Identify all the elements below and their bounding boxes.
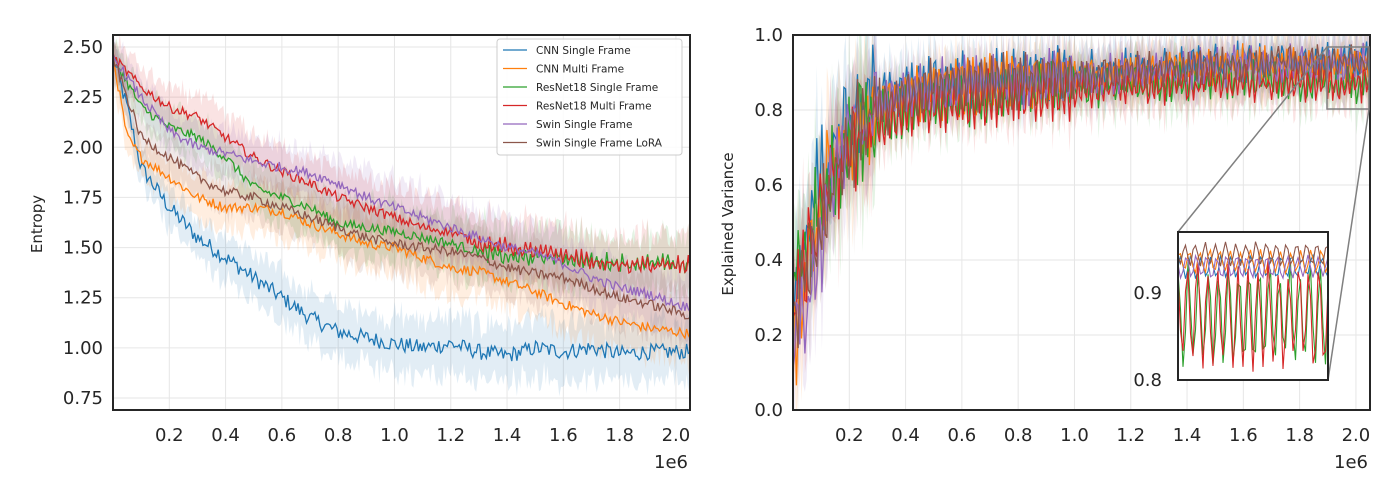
series-band	[113, 35, 690, 309]
series-line	[793, 44, 1370, 349]
x-tick-label: 0.6	[948, 425, 977, 446]
x-tick-label: 0.2	[155, 425, 184, 446]
y-tick-label: 0.8	[754, 100, 783, 121]
legend-entry: ResNet18 Multi Frame	[536, 101, 652, 113]
x-tick-label: 1.8	[605, 425, 634, 446]
x-tick-label: 1.8	[1285, 425, 1314, 446]
x-tick-label: 0.4	[891, 425, 920, 446]
inset-series-line	[1178, 253, 1328, 281]
series-line	[113, 56, 690, 320]
entropy-axes-frame	[112, 34, 691, 411]
variance-x-offset-label: 1e6	[1334, 452, 1368, 473]
y-tick-label: 1.25	[63, 288, 103, 309]
legend: CNN Single Frame CNN Multi Frame ResNet18 …	[496, 38, 683, 156]
series-line	[113, 53, 690, 274]
x-tick-label: 0.4	[211, 425, 240, 446]
entropy-chart: 0.2 0.4 0.6 0.8 1.0 1.2 1.4 1.6 1.8 2.0 0.75 1.00 1…	[28, 34, 691, 473]
y-tick-label: 0.75	[63, 388, 103, 409]
x-tick-label: 1.4	[493, 425, 522, 446]
x-tick-label: 0.2	[835, 425, 864, 446]
inset-y-tick-label: 0.9	[1133, 283, 1162, 304]
explained-variance-chart: 0.2 0.4 0.6 0.8 1.0 1.2 1.4 1.6 1.8 2.0 0.0 0.2 0.4…	[719, 25, 1371, 473]
series-line	[113, 53, 690, 313]
legend-box	[496, 38, 683, 156]
series-band	[113, 35, 690, 375]
y-tick-label: 1.75	[63, 187, 103, 208]
x-tick-label: 2.0	[1342, 425, 1371, 446]
inset-lines	[1178, 241, 1328, 372]
variance-x-ticks: 0.2 0.4 0.6 0.8 1.0 1.2 1.4 1.6 1.8 2.0	[835, 425, 1370, 446]
inset-y-ticks: 0.8 0.9	[1133, 283, 1162, 391]
y-tick-label: 1.00	[63, 338, 103, 359]
y-tick-label: 0.2	[754, 325, 783, 346]
y-tick-label: 0.4	[754, 250, 783, 271]
variance-y-label: Explained Variance	[719, 152, 737, 295]
y-tick-label: 2.50	[63, 37, 103, 58]
series-line	[113, 55, 690, 340]
inset-series-line	[1178, 259, 1328, 372]
zoom-region-box	[1326, 46, 1370, 110]
entropy-x-ticks: 0.2 0.4 0.6 0.8 1.0 1.2 1.4 1.6 1.8 2.0	[155, 425, 690, 446]
y-tick-label: 2.00	[63, 137, 103, 158]
series-line	[793, 63, 1370, 318]
x-tick-label: 2.0	[662, 425, 691, 446]
zoom-connector-line	[1177, 46, 1328, 233]
legend-entry: Swin Single Frame LoRA	[536, 138, 663, 150]
x-tick-label: 0.6	[268, 425, 297, 446]
inset-series-line	[1178, 241, 1328, 267]
x-tick-label: 1.6	[549, 425, 578, 446]
series-band	[793, 35, 1370, 410]
legend-entry: ResNet18 Single Frame	[536, 82, 658, 94]
x-tick-label: 1.0	[1060, 425, 1089, 446]
variance-axes-frame	[792, 34, 1371, 411]
legend-entry: CNN Single Frame	[536, 45, 631, 57]
legend-entry: CNN Multi Frame	[536, 64, 624, 76]
entropy-y-ticks: 0.75 1.00 1.25 1.50 1.75 2.00 2.25 2.50	[63, 37, 103, 409]
inset-y-tick-label: 0.8	[1133, 370, 1162, 391]
x-tick-label: 1.2	[436, 425, 465, 446]
x-tick-label: 0.8	[1004, 425, 1033, 446]
entropy-grid	[113, 35, 690, 410]
x-tick-label: 1.2	[1116, 425, 1145, 446]
x-tick-label: 1.6	[1229, 425, 1258, 446]
x-tick-label: 1.4	[1173, 425, 1202, 446]
series-band	[113, 42, 690, 397]
y-tick-label: 0.6	[754, 175, 783, 196]
variance-lines	[793, 40, 1370, 386]
series-band	[113, 37, 690, 347]
series-band	[113, 35, 690, 312]
entropy-x-offset-label: 1e6	[654, 452, 688, 473]
zoom-inset: 0.8 0.9	[1133, 231, 1329, 391]
zoom-connector-line	[1327, 108, 1370, 381]
variance-y-ticks: 0.0 0.2 0.4 0.6 0.8 1.0	[754, 25, 783, 421]
entropy-y-label: Entropy	[28, 195, 46, 253]
inset-frame	[1177, 231, 1329, 381]
y-tick-label: 0.0	[754, 400, 783, 421]
series-line	[113, 54, 690, 362]
y-tick-label: 2.25	[63, 87, 103, 108]
y-tick-label: 1.0	[754, 25, 783, 46]
entropy-lines	[113, 53, 690, 362]
y-tick-label: 1.50	[63, 238, 103, 259]
x-tick-label: 1.0	[380, 425, 409, 446]
legend-entry: Swin Single Frame	[536, 119, 633, 131]
x-tick-label: 0.8	[324, 425, 353, 446]
